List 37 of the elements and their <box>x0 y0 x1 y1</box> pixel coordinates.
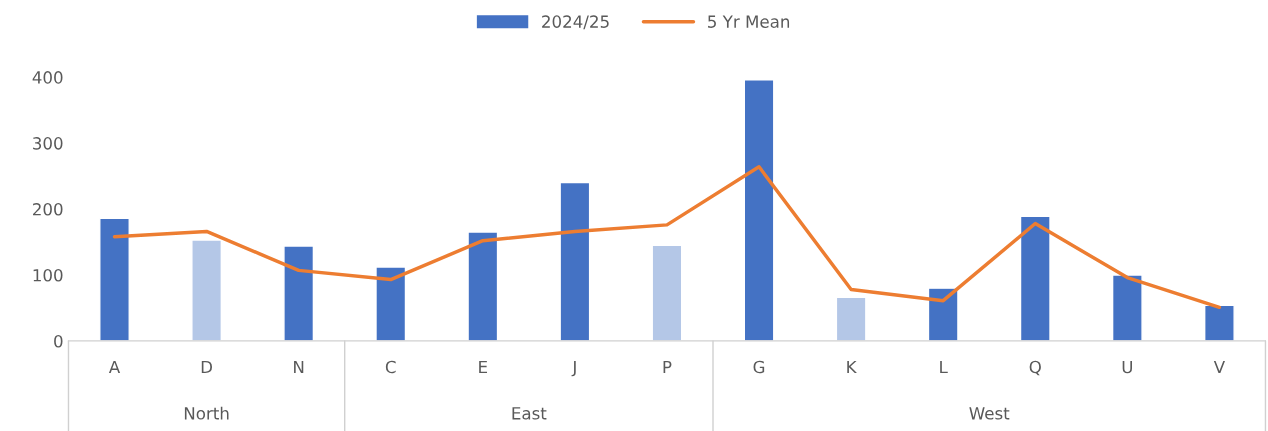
legend-label: 2024/25 <box>542 15 609 30</box>
x-tick-label: K <box>847 360 857 374</box>
x-tick-label: N <box>294 360 304 374</box>
y-tick-label: 400 <box>32 71 63 84</box>
y-tick-label: 200 <box>33 203 63 216</box>
bar <box>283 245 315 341</box>
text: West <box>969 407 1010 420</box>
bar <box>651 244 683 341</box>
x-tick-label: J <box>571 360 576 377</box>
text: North <box>184 406 229 420</box>
x-tick-label: V <box>1213 360 1225 374</box>
x-tick-label: U <box>1122 360 1132 374</box>
legend-label: 5 Yr Mean <box>708 15 790 28</box>
x-tick-label: P <box>663 360 672 374</box>
x-tick-label: C <box>385 360 396 374</box>
bar <box>1111 274 1143 341</box>
x-tick-label: L <box>940 360 948 374</box>
x-tick-label: E <box>479 360 488 374</box>
bar <box>743 79 775 341</box>
x-tick-label: D <box>201 360 213 374</box>
y-tick-label: 0 <box>54 334 63 348</box>
y-tick-label: 300 <box>33 137 63 150</box>
x-tick-label: G <box>753 360 765 374</box>
y-tick-label: 100 <box>33 268 63 282</box>
bar <box>559 181 591 341</box>
bar <box>467 231 499 341</box>
bar <box>835 296 867 341</box>
bar <box>375 266 407 341</box>
bar <box>99 217 130 341</box>
x-tick-label: Q <box>1029 360 1041 376</box>
bar <box>191 239 223 341</box>
bar <box>1203 304 1235 341</box>
bar <box>1019 215 1051 341</box>
x-tick-label: A <box>108 360 121 374</box>
text: East <box>512 407 547 420</box>
line-series <box>112 165 1222 310</box>
bar <box>927 287 959 341</box>
